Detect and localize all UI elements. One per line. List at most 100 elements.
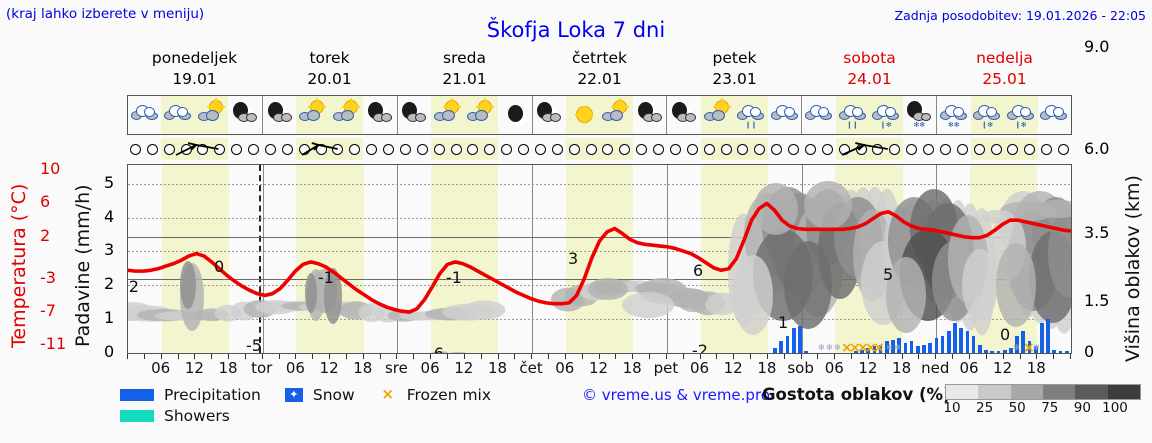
icon-day-sob: ❙❙ ❙✻ ✻✻: [802, 96, 938, 134]
wind-day-tor: [262, 138, 397, 160]
meteogram-plot[interactable]: ××××××✻✻✻✻✻✻✻ -20-5-1-7-1-63-261504: [127, 164, 1072, 354]
x-tick: [345, 354, 347, 359]
cloud-density-value: 25: [976, 400, 994, 416]
day-date: 23.01: [712, 70, 757, 88]
precip-bar: [965, 331, 970, 353]
x-tick: [463, 354, 465, 359]
icon-day-tor: [263, 96, 398, 134]
wind-barb: [886, 138, 904, 160]
day-name: sreda: [443, 49, 486, 67]
x-tick: [1070, 354, 1071, 359]
calm-wind-circle: [619, 143, 631, 155]
weather-icon-moon-snow: ✻✻: [903, 96, 936, 134]
cloud-blob: [996, 243, 1036, 327]
wind-barb: [532, 138, 549, 160]
cloud-puff: [986, 107, 998, 117]
day-header-tor: torek 20.01: [262, 48, 397, 92]
frozen-mix-marker: ×: [841, 340, 853, 354]
weather-symbol: [568, 100, 598, 130]
cloud-density-field: [128, 165, 1071, 353]
x-tick: [1036, 354, 1038, 359]
wind-barb: [802, 138, 819, 160]
calm-wind-circle: [1058, 143, 1070, 155]
legend-label-precipitation: Precipitation: [164, 385, 261, 404]
axis-tick-label: 4: [104, 206, 115, 226]
frozen-mix-marker: ×: [1023, 340, 1035, 354]
x-label-hour: 12: [184, 359, 204, 377]
wind-barb: [700, 138, 718, 160]
wind-barb: [397, 138, 414, 160]
icon-day-ned: ✻✻ ❙✻ ❙✻: [937, 96, 1071, 134]
precip-bar: [1027, 341, 1032, 353]
precip-bar: [971, 336, 976, 353]
calm-wind-circle: [602, 143, 614, 155]
cloud-density-scale-labels: 10 25 50 75 90 100: [938, 400, 1148, 418]
x-tick: [160, 354, 162, 359]
wind-barb: [329, 138, 347, 160]
precip-bar: [884, 341, 889, 353]
x-label-hour: 18: [892, 359, 912, 377]
copyright-link[interactable]: © vreme.us & vreme.pro: [582, 386, 770, 404]
wind-barb: [599, 138, 617, 160]
wind-barb: [1021, 138, 1039, 160]
cloud-density-scale: [945, 384, 1141, 400]
x-label-hour: 18: [487, 359, 508, 377]
weather-icon-moon-cloud: [228, 96, 261, 134]
x-tick: [261, 354, 263, 359]
precip-bar: [909, 341, 914, 353]
weather-icon-sun-cloud: [700, 96, 735, 134]
x-label-hour: 12: [858, 359, 878, 377]
temperature-axis-ticks: 10 6 2 -3 -7 -11: [40, 159, 86, 354]
axis-tick-label: 0: [1084, 342, 1095, 361]
rain-precip-icon: ❙✻: [981, 121, 994, 129]
x-tick: [497, 354, 499, 359]
axis-tick-label: -11: [40, 334, 67, 354]
snow-marker: ✻: [826, 343, 833, 352]
gridline-precip-1: [128, 319, 1071, 320]
weather-icon-cloudy-sleet: ❙✻: [869, 96, 903, 134]
day-separator: [262, 165, 264, 353]
cloud-puff: [711, 110, 725, 121]
wind-barb: [160, 138, 178, 160]
cloud-blob: [588, 278, 628, 300]
calm-wind-circle: [197, 143, 209, 155]
calm-wind-circle: [518, 143, 530, 155]
wind-barb: [279, 138, 296, 160]
wind-barb: [295, 138, 313, 160]
wind-barb: [312, 138, 330, 160]
x-tick: [396, 354, 398, 359]
cloud-puff: [441, 110, 455, 121]
wind-barb: [903, 138, 920, 160]
x-tick: [733, 354, 735, 359]
weather-icon-sun-cloud: [296, 96, 330, 134]
x-tick: [969, 354, 970, 359]
cloud-puff: [415, 113, 427, 122]
precip-bar: [903, 342, 908, 353]
legend-label-snow: Snow: [312, 385, 355, 404]
cloud-density-value: 75: [1041, 400, 1059, 416]
weather-icon-cloudy: [802, 96, 835, 134]
weather-icon-moon-cloud: [533, 96, 566, 134]
x-label-hour: 12: [993, 359, 1013, 377]
wind-barb: [194, 138, 212, 160]
wind-barb: [684, 138, 701, 160]
weather-symbol: [669, 100, 699, 130]
x-tick: [194, 354, 196, 359]
cloud-puff: [685, 113, 697, 122]
calm-wind-circle: [906, 143, 918, 155]
cloud-blob: [962, 249, 998, 321]
precip-bar: [853, 351, 858, 353]
legend-row-showers: Showers: [120, 405, 590, 426]
wind-barb: [144, 138, 161, 160]
wind-barb: [498, 138, 515, 160]
cloud-density-swatch: [1042, 385, 1076, 399]
x-tick: [244, 354, 246, 359]
wind-barb: [869, 138, 887, 160]
x-tick: [766, 354, 768, 359]
precipitation-axis-ticks: 5 4 3 2 1 0: [104, 164, 150, 361]
cloud-blob: [804, 181, 852, 229]
weather-symbol: [197, 100, 227, 130]
calm-wind-circle: [771, 143, 783, 155]
weather-symbol: [1039, 100, 1069, 130]
weather-icon-cloudy-snow: ✻✻: [937, 96, 970, 134]
